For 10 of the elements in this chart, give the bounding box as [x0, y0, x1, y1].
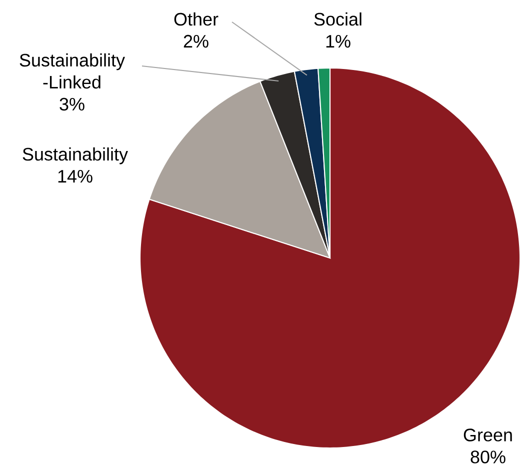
slice-label: Sustainability: [22, 147, 128, 164]
data-label: 80%: [470, 450, 506, 464]
slice-label: Other: [174, 12, 218, 26]
data-label: 1%: [326, 34, 350, 48]
slice-label: Social: [314, 12, 362, 26]
data-label: 14%: [58, 170, 92, 183]
data-label: 2%: [184, 34, 208, 48]
slice-label: Green: [464, 428, 512, 442]
slice-label: Sustainability -Linked: [20, 53, 125, 89]
data-label: 3%: [60, 98, 84, 111]
